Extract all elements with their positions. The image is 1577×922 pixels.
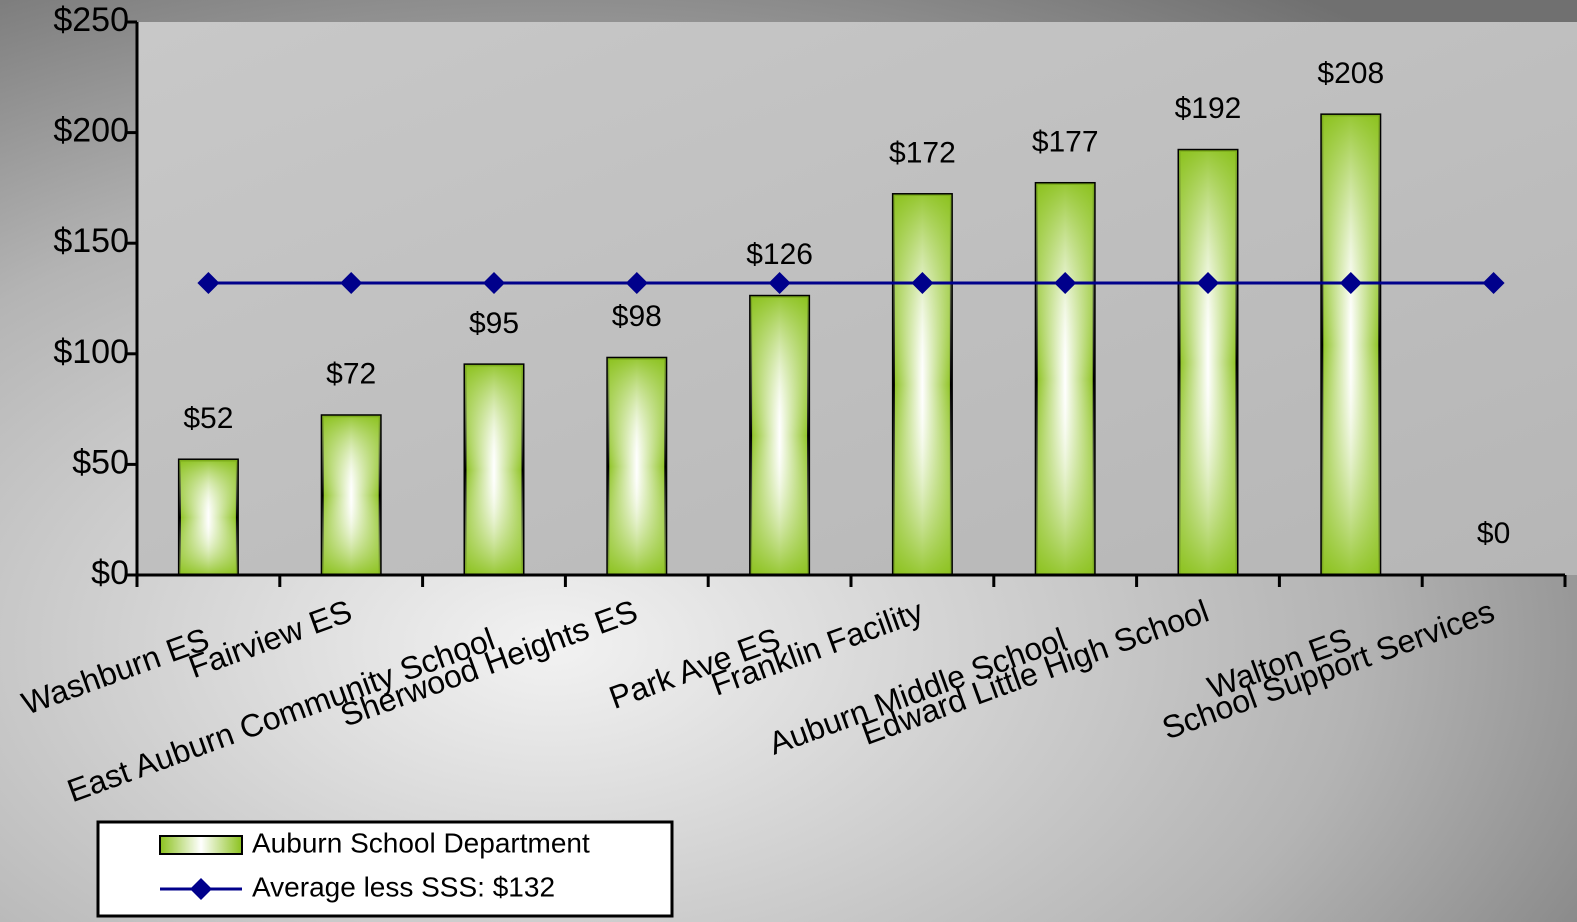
y-tick-label: $100 <box>53 333 129 371</box>
line-marker <box>625 272 648 295</box>
legend-marker <box>190 878 212 900</box>
bar-shade <box>893 194 952 575</box>
y-tick-label: $150 <box>53 222 129 260</box>
bar-shade <box>322 415 381 575</box>
line-marker <box>911 272 934 295</box>
legend-swatch <box>159 835 243 855</box>
bar-shade <box>607 358 666 575</box>
bar-shade <box>1321 114 1380 576</box>
legend: Auburn School Department Average less SSS… <box>96 820 674 918</box>
bar-shade <box>1179 150 1237 575</box>
bar-shade <box>1036 183 1095 575</box>
bar-shade <box>465 364 523 575</box>
y-tick-label: $0 <box>91 554 129 592</box>
line-marker <box>197 272 220 295</box>
line-marker <box>768 272 791 295</box>
line-marker <box>340 272 363 295</box>
data-label: $52 <box>183 402 233 435</box>
legend-label: Auburn School Department <box>252 827 590 858</box>
line-marker <box>1339 272 1362 295</box>
data-label: $126 <box>746 238 813 271</box>
line-marker <box>1054 272 1077 295</box>
bar-shade <box>179 459 238 575</box>
y-tick-label: $200 <box>53 112 129 150</box>
data-label: $177 <box>1032 125 1099 158</box>
data-label: $95 <box>469 307 519 340</box>
line-marker <box>1482 272 1505 295</box>
data-label: $0 <box>1477 517 1510 550</box>
y-tick-label: $250 <box>53 1 129 39</box>
legend-label: Average less SSS: $132 <box>252 871 555 902</box>
data-label: $192 <box>1175 92 1242 125</box>
bar-shade <box>750 296 809 575</box>
line-marker <box>1197 272 1219 295</box>
line-marker <box>483 272 505 295</box>
data-label: $72 <box>326 358 376 391</box>
y-tick-label: $50 <box>72 443 129 481</box>
data-label: $172 <box>889 136 956 169</box>
data-label: $208 <box>1317 57 1384 90</box>
data-label: $98 <box>612 300 662 333</box>
